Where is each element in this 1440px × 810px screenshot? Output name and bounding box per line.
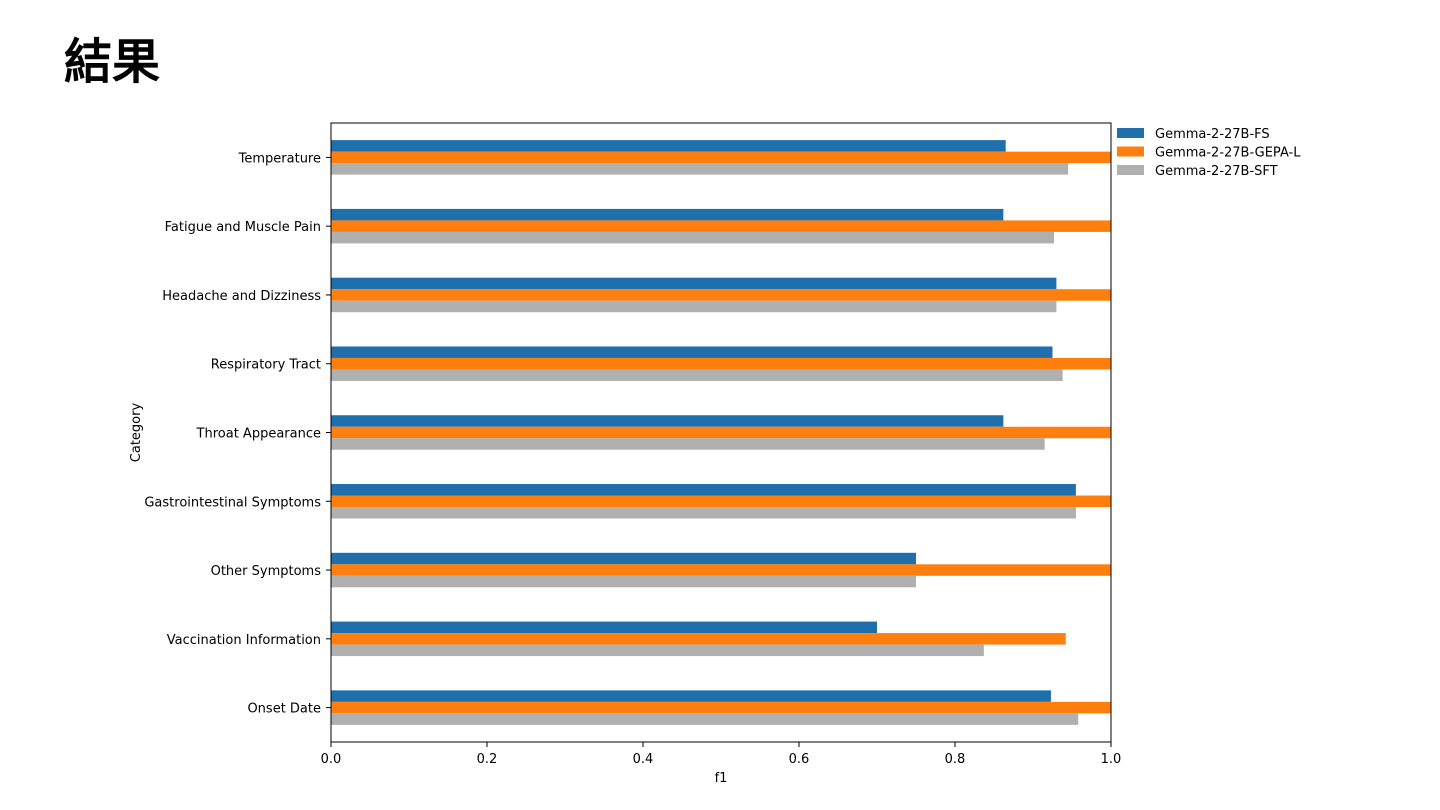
bar-3-6	[331, 507, 1076, 519]
slide-title: 結果	[64, 34, 161, 90]
bar-1-8	[331, 621, 877, 634]
bar-2-4	[331, 357, 1111, 370]
y-axis-ticks: Temperature Fatigue and Muscle Pain Headac…	[144, 151, 331, 717]
bar-1-9	[331, 690, 1051, 702]
x-axis-ticks: 0.0 0.2 0.4 0.6 0.8 1.0	[321, 742, 1122, 767]
legend-swatch-3	[1117, 165, 1144, 175]
bar-1-5	[331, 415, 1004, 427]
x-axis-label: f1	[715, 771, 728, 786]
y-tick-label: Gastrointestinal Symptoms	[144, 495, 321, 510]
legend-swatch-2	[1117, 146, 1144, 157]
bar-2-1	[331, 151, 1111, 164]
bar-3-5	[331, 438, 1045, 450]
legend-swatch-1	[1117, 128, 1144, 138]
y-tick-label: Onset Date	[247, 702, 321, 717]
bar-2-7	[331, 564, 1111, 576]
y-tick-label: Throat Appearance	[196, 427, 321, 442]
y-tick-label: Other Symptoms	[211, 564, 322, 579]
x-tick-label: 1.0	[1101, 752, 1122, 767]
bar-2-3	[331, 289, 1111, 301]
bar-1-3	[331, 277, 1057, 290]
bar-2-2	[331, 220, 1111, 232]
bar-1-4	[331, 346, 1053, 358]
bar-2-5	[331, 426, 1111, 439]
bar-3-3	[331, 300, 1057, 313]
bar-3-1	[331, 163, 1069, 175]
legend: Gemma-2-27B-FS Gemma-2-27B-GEPA-L Gemma-2-…	[1117, 127, 1301, 179]
bar-2-9	[331, 701, 1111, 714]
y-tick-label: Headache and Dizziness	[162, 289, 321, 304]
x-tick-label: 0.0	[321, 752, 342, 767]
bar-1-6	[331, 484, 1076, 496]
bar-3-4	[331, 369, 1063, 381]
y-tick-label: Vaccination Information	[167, 633, 321, 648]
bar-1-7	[331, 552, 916, 565]
y-tick-label: Temperature	[238, 151, 321, 166]
legend-label-1: Gemma-2-27B-FS	[1155, 127, 1270, 142]
bar-1-2	[331, 208, 1004, 221]
bar-1-1	[331, 140, 1006, 152]
bar-3-2	[331, 231, 1055, 244]
bar-3-9	[331, 713, 1079, 725]
y-tick-label: Fatigue and Muscle Pain	[165, 220, 321, 235]
bars-group	[331, 140, 1111, 725]
x-tick-label: 0.4	[633, 752, 654, 767]
bar-2-8	[331, 633, 1066, 645]
x-tick-label: 0.6	[789, 752, 810, 767]
bar-3-8	[331, 644, 984, 657]
y-axis-label: Category	[129, 403, 144, 463]
bar-2-6	[331, 495, 1111, 508]
legend-label-3: Gemma-2-27B-SFT	[1155, 164, 1278, 179]
y-tick-label: Respiratory Tract	[211, 358, 321, 373]
bar-3-7	[331, 575, 916, 588]
x-tick-label: 0.8	[945, 752, 966, 767]
legend-label-2: Gemma-2-27B-GEPA-L	[1155, 146, 1301, 161]
x-tick-label: 0.2	[477, 752, 498, 767]
